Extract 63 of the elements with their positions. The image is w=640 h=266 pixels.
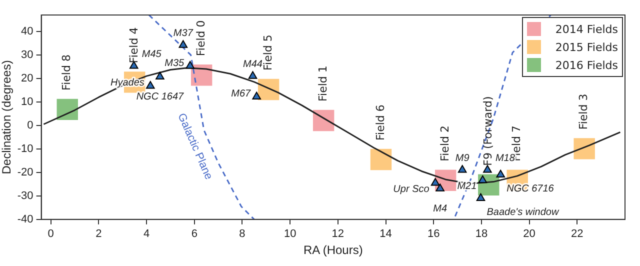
y-tick-label: -20 — [17, 166, 34, 178]
x-tick-label: 0 — [48, 228, 54, 240]
data-label: Field 2 — [438, 126, 452, 162]
y-tick-label: 10 — [21, 96, 34, 108]
data-label: Field 3 — [577, 94, 590, 130]
point — [252, 92, 261, 100]
data-label: F9 (Forward) — [482, 96, 495, 166]
point — [146, 80, 155, 89]
y-tick-label: -30 — [17, 190, 34, 202]
point — [476, 193, 486, 202]
point — [312, 110, 334, 132]
data-label: Upr Sco — [393, 184, 430, 195]
point — [436, 184, 444, 192]
x-tick-label: 12 — [332, 228, 344, 240]
x-tick-label: 4 — [143, 228, 150, 240]
point — [574, 138, 595, 160]
x-tick-label: 14 — [380, 228, 392, 240]
legend-label: 2016 Fields — [555, 58, 618, 72]
x-tick-label: 16 — [427, 228, 440, 240]
data-label: Field 6 — [374, 104, 387, 140]
point — [178, 40, 188, 48]
x-tick-label: 6 — [191, 228, 198, 240]
point — [370, 148, 392, 170]
point — [248, 71, 258, 79]
point — [56, 98, 78, 120]
data-label: Baade's window — [486, 207, 560, 218]
point — [156, 72, 164, 80]
point — [186, 60, 194, 69]
data-label: M35 — [164, 58, 185, 69]
point — [430, 178, 440, 186]
legend-label: 2014 Fields — [555, 22, 618, 36]
data-label: NGC 1647 — [136, 92, 184, 103]
x-axis-title: RA (Hours) — [303, 243, 363, 258]
x-tick-label: 22 — [571, 228, 584, 240]
x-tick-label: 8 — [239, 228, 246, 240]
y-tick-label: 40 — [21, 25, 34, 38]
x-tick-label: 2 — [96, 228, 102, 240]
data-label: M21 — [457, 181, 477, 192]
y-tick-label: 20 — [21, 72, 34, 84]
data-label: M4 — [433, 203, 448, 214]
point — [478, 175, 488, 184]
x-tick-label: 10 — [284, 228, 296, 240]
data-label: Field 0 — [194, 20, 208, 56]
y-tick-label: 0 — [27, 119, 34, 132]
data-label: Field 4 — [127, 27, 140, 64]
point — [496, 170, 505, 178]
data-label: M9 — [455, 152, 470, 164]
point — [483, 165, 492, 173]
y-tick-label: -40 — [17, 213, 34, 226]
data-label: M37 — [173, 28, 194, 39]
y-tick-label: 30 — [21, 48, 34, 61]
y-axis-title: Declination (degrees) — [0, 60, 14, 174]
data-label: M45 — [142, 48, 162, 60]
data-label: M44 — [243, 58, 263, 70]
y-tick-label: -10 — [17, 142, 34, 155]
data-label: Field 5 — [261, 34, 274, 70]
legend-label: 2015 Fields — [555, 40, 618, 54]
data-label: Field 8 — [60, 54, 74, 90]
data-label: Field 1 — [316, 66, 330, 102]
x-tick-label: 18 — [475, 228, 488, 240]
data-label: M67 — [231, 88, 252, 100]
x-tick-label: 20 — [523, 228, 536, 240]
point — [458, 165, 467, 173]
